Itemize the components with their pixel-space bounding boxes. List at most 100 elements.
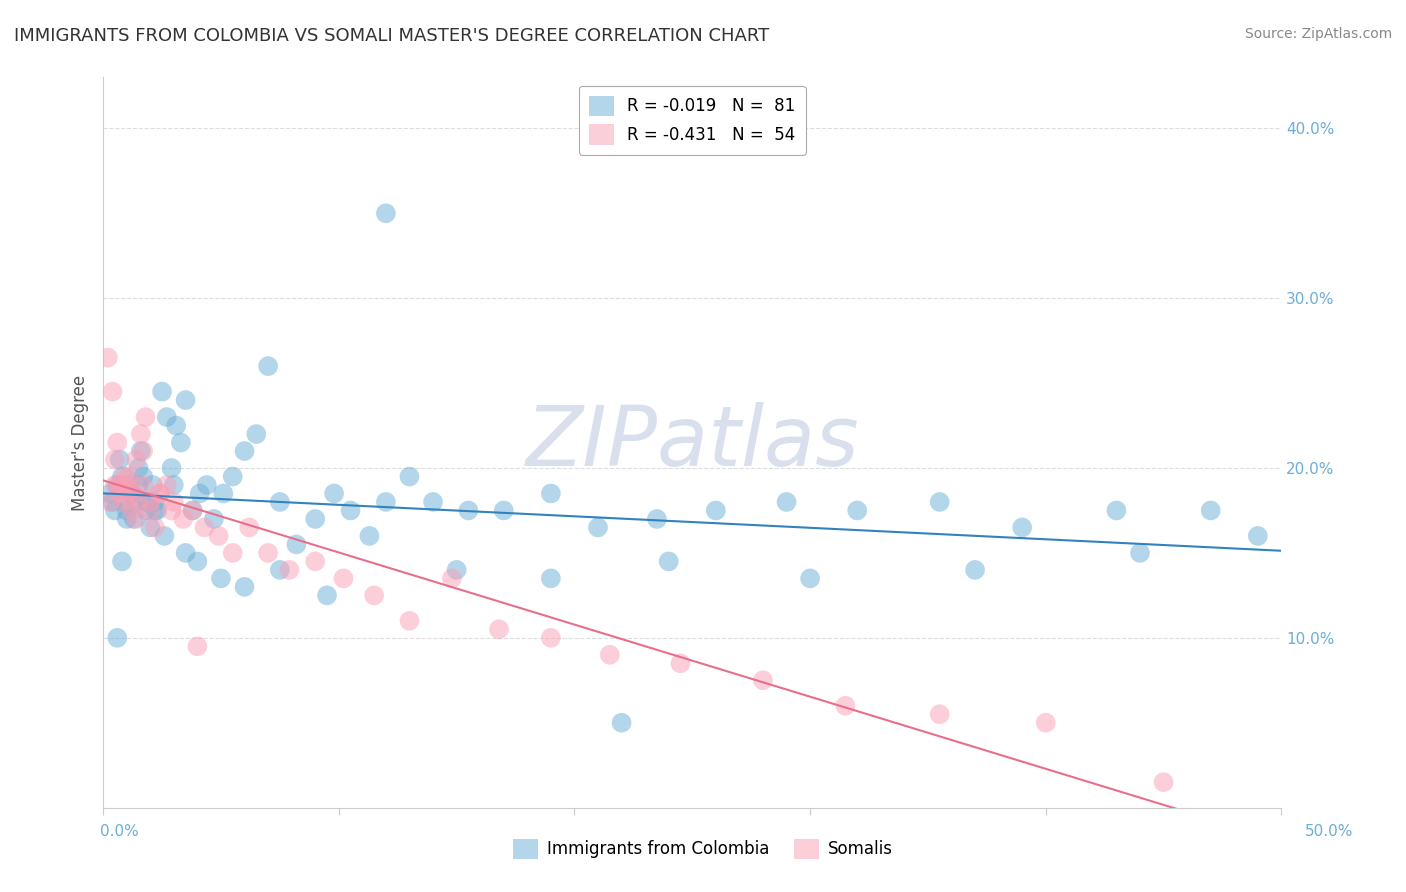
Immigrants from Colombia: [359, 529, 381, 543]
Immigrants from Colombia: [316, 588, 339, 602]
Immigrants from Colombia: [127, 478, 149, 492]
Immigrants from Colombia: [374, 206, 396, 220]
Somalis: [181, 503, 204, 517]
Somalis: [112, 469, 135, 483]
Immigrants from Colombia: [704, 503, 727, 517]
Somalis: [669, 657, 692, 671]
Immigrants from Colombia: [188, 486, 211, 500]
Somalis: [398, 614, 420, 628]
Immigrants from Colombia: [115, 512, 138, 526]
Somalis: [222, 546, 245, 560]
Somalis: [104, 478, 127, 492]
Somalis: [304, 554, 326, 568]
Immigrants from Colombia: [257, 359, 280, 373]
Immigrants from Colombia: [170, 435, 193, 450]
Immigrants from Colombia: [174, 393, 197, 408]
Legend: Immigrants from Colombia, Somalis: Immigrants from Colombia, Somalis: [506, 832, 900, 866]
Somalis: [163, 495, 186, 509]
Immigrants from Colombia: [135, 495, 157, 509]
Immigrants from Colombia: [118, 478, 141, 492]
Immigrants from Colombia: [1129, 546, 1152, 560]
Immigrants from Colombia: [1199, 503, 1222, 517]
Somalis: [834, 698, 856, 713]
Somalis: [238, 520, 260, 534]
Immigrants from Colombia: [146, 503, 169, 517]
Immigrants from Colombia: [127, 461, 149, 475]
Somalis: [149, 486, 172, 500]
Immigrants from Colombia: [186, 554, 208, 568]
Immigrants from Colombia: [120, 486, 142, 500]
Immigrants from Colombia: [139, 520, 162, 534]
Text: 0.0%: 0.0%: [100, 824, 139, 838]
Somalis: [1153, 775, 1175, 789]
Somalis: [488, 623, 510, 637]
Somalis: [98, 495, 121, 509]
Immigrants from Colombia: [339, 503, 361, 517]
Somalis: [156, 478, 179, 492]
Immigrants from Colombia: [142, 478, 165, 492]
Immigrants from Colombia: [457, 503, 479, 517]
Immigrants from Colombia: [135, 503, 157, 517]
Somalis: [278, 563, 301, 577]
Immigrants from Colombia: [422, 495, 444, 509]
Somalis: [120, 503, 142, 517]
Immigrants from Colombia: [104, 503, 127, 517]
Immigrants from Colombia: [963, 563, 986, 577]
Somalis: [108, 486, 131, 500]
Somalis: [139, 495, 162, 509]
Immigrants from Colombia: [105, 631, 128, 645]
Immigrants from Colombia: [120, 486, 142, 500]
Somalis: [207, 529, 229, 543]
Immigrants from Colombia: [610, 715, 633, 730]
Immigrants from Colombia: [111, 469, 134, 483]
Immigrants from Colombia: [586, 520, 609, 534]
Y-axis label: Master's Degree: Master's Degree: [72, 375, 89, 510]
Immigrants from Colombia: [108, 452, 131, 467]
Immigrants from Colombia: [222, 469, 245, 483]
Somalis: [1035, 715, 1057, 730]
Legend: R = -0.019   N =  81, R = -0.431   N =  54: R = -0.019 N = 81, R = -0.431 N = 54: [579, 86, 806, 155]
Immigrants from Colombia: [658, 554, 681, 568]
Immigrants from Colombia: [269, 495, 291, 509]
Somalis: [118, 469, 141, 483]
Immigrants from Colombia: [156, 410, 179, 425]
Immigrants from Colombia: [233, 580, 256, 594]
Immigrants from Colombia: [143, 495, 166, 509]
Immigrants from Colombia: [269, 563, 291, 577]
Immigrants from Colombia: [323, 486, 346, 500]
Immigrants from Colombia: [136, 495, 159, 509]
Immigrants from Colombia: [775, 495, 797, 509]
Immigrants from Colombia: [125, 495, 148, 509]
Immigrants from Colombia: [1247, 529, 1270, 543]
Immigrants from Colombia: [112, 495, 135, 509]
Somalis: [599, 648, 621, 662]
Immigrants from Colombia: [245, 427, 267, 442]
Somalis: [193, 520, 215, 534]
Immigrants from Colombia: [105, 478, 128, 492]
Somalis: [928, 707, 950, 722]
Immigrants from Colombia: [285, 537, 308, 551]
Somalis: [440, 571, 463, 585]
Immigrants from Colombia: [398, 469, 420, 483]
Immigrants from Colombia: [209, 571, 232, 585]
Immigrants from Colombia: [799, 571, 821, 585]
Somalis: [115, 486, 138, 500]
Somalis: [332, 571, 354, 585]
Immigrants from Colombia: [115, 503, 138, 517]
Immigrants from Colombia: [101, 495, 124, 509]
Somalis: [149, 486, 172, 500]
Somalis: [125, 512, 148, 526]
Somalis: [112, 495, 135, 509]
Somalis: [139, 503, 162, 517]
Somalis: [125, 452, 148, 467]
Somalis: [97, 351, 120, 365]
Immigrants from Colombia: [150, 384, 173, 399]
Somalis: [101, 384, 124, 399]
Somalis: [105, 435, 128, 450]
Immigrants from Colombia: [143, 503, 166, 517]
Immigrants from Colombia: [374, 495, 396, 509]
Somalis: [108, 478, 131, 492]
Immigrants from Colombia: [928, 495, 950, 509]
Immigrants from Colombia: [540, 571, 562, 585]
Immigrants from Colombia: [165, 418, 187, 433]
